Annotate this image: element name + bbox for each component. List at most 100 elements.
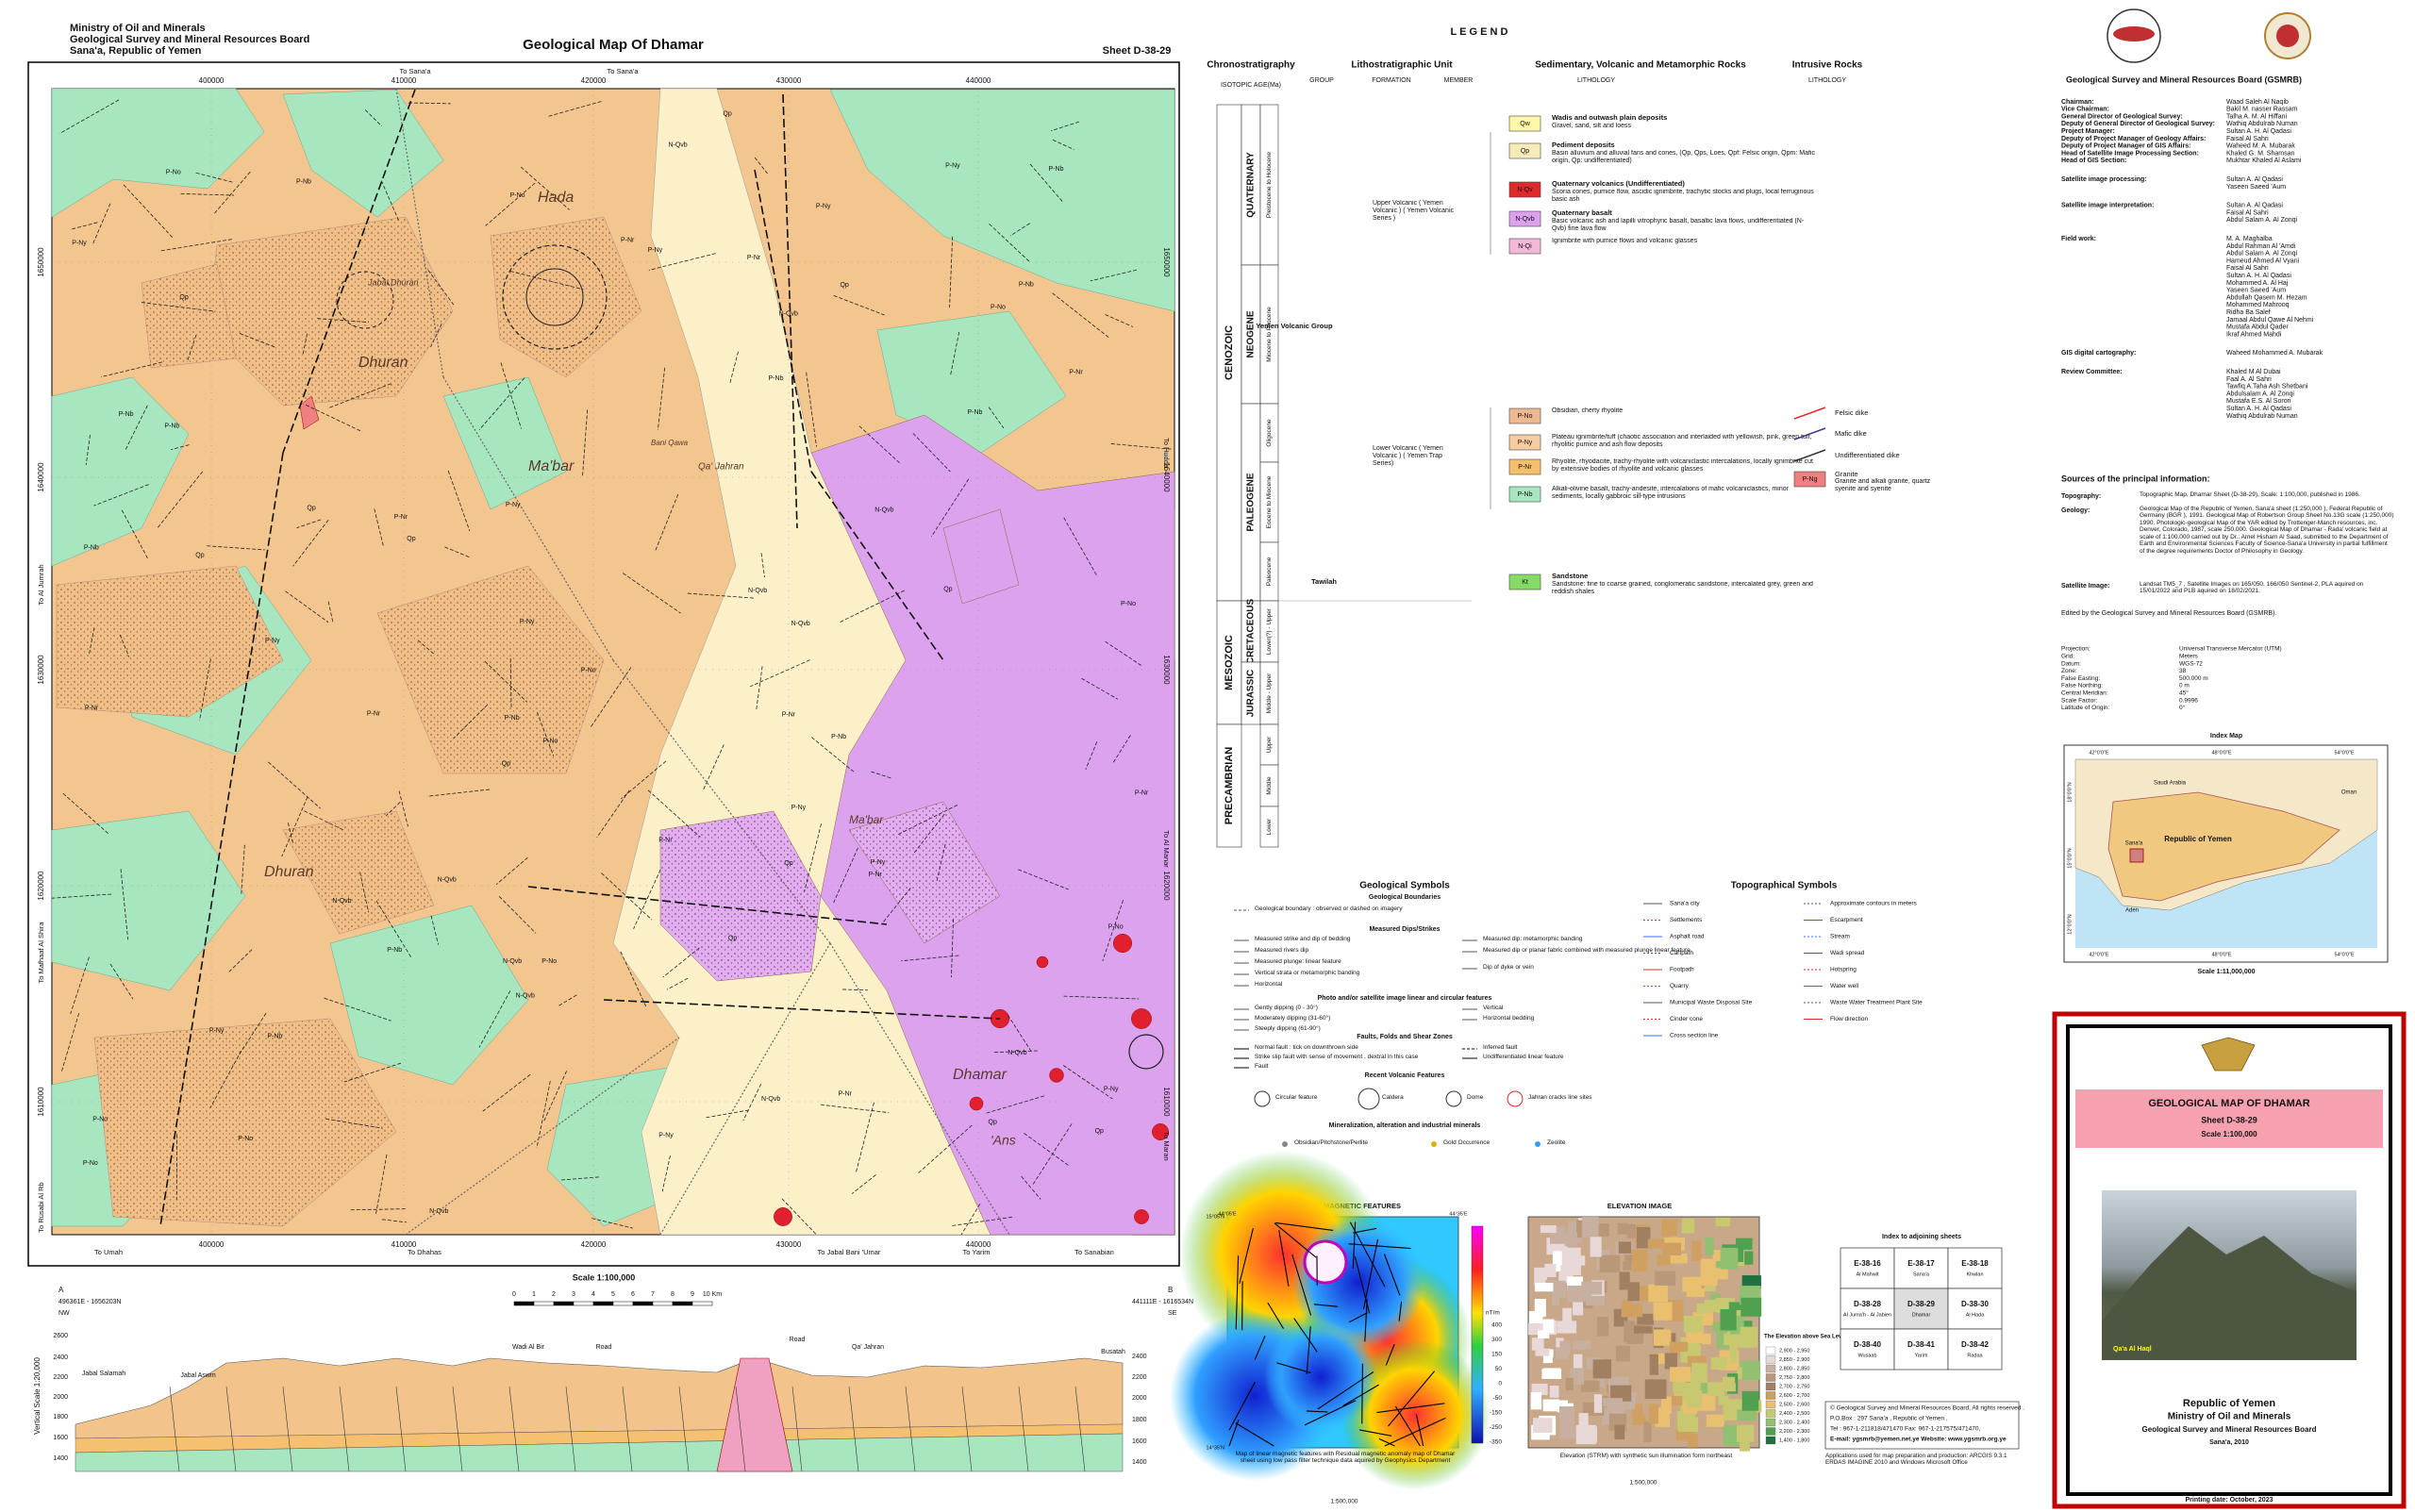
- color-bar-tick: -250: [1490, 1424, 1502, 1431]
- fault-line: [343, 1062, 402, 1083]
- unit-code-label: P-No: [92, 1116, 108, 1122]
- unit-description: Rhyolite, rhyodacite, trachy-rhyolite wi…: [1552, 458, 1813, 473]
- unit-code-label: N-Qvb: [748, 588, 767, 594]
- unit-code: N-Qvb: [1515, 216, 1534, 223]
- margin-label: To Al Manar: [1162, 830, 1171, 868]
- elevation-cell: [1530, 1392, 1542, 1410]
- elevation-class: 1,400 - 1,800: [1779, 1437, 1809, 1443]
- magnetic-lineament: [1317, 1371, 1374, 1410]
- fault-line: [237, 1012, 267, 1057]
- magnetic-lineament: [1348, 1312, 1368, 1323]
- fault-line: [296, 519, 322, 529]
- elevation-cell: [1619, 1271, 1630, 1290]
- elevation-tick: 1800: [1132, 1417, 1147, 1423]
- credit-name: Sultan A. H. Al Qadasi: [2226, 273, 2291, 279]
- unit-code-label: P-Nr: [367, 710, 381, 717]
- unit-code-label: Qp: [989, 1119, 997, 1125]
- pediment-area: [93, 1018, 397, 1227]
- elevation-cell: [1575, 1424, 1596, 1445]
- index-lat: 18°0'0"N: [2067, 782, 2073, 802]
- credit-role: Field work:: [2061, 236, 2096, 242]
- credit-name: Mustafa Abdul Qader: [2226, 324, 2289, 331]
- elevation-cell: [1657, 1353, 1672, 1365]
- fault-line: [820, 1104, 890, 1114]
- era: MESOZOIC: [1224, 635, 1235, 690]
- elevation-cell: [1740, 1326, 1758, 1348]
- symbol-label: Footpath: [1670, 967, 1694, 973]
- scale-tick: 0: [512, 1291, 516, 1298]
- unit-code-label: P-Nr: [747, 255, 761, 261]
- pediment-area: [376, 565, 605, 774]
- fault-line: [1052, 292, 1110, 339]
- elevation-swatch: [1765, 1409, 1776, 1418]
- unit-code-label: P-No: [541, 958, 557, 965]
- panel-caption: Map of linear magnetic features with Res…: [1236, 1451, 1456, 1464]
- place-name: Hada: [538, 190, 574, 206]
- easting-label: 430000: [776, 1240, 802, 1249]
- basalt-area: [829, 89, 1175, 312]
- sheet-name: Radaa: [1967, 1353, 1983, 1358]
- northing-label: 1640000: [37, 462, 45, 492]
- elevation-cell: [1681, 1218, 1695, 1234]
- unit-code-label: P-No: [1108, 924, 1124, 931]
- unit-code-label: P-Nr: [658, 837, 673, 843]
- unit-description: Scoria cones, pumice flow, ascidic ignim…: [1552, 189, 1814, 204]
- fault-line: [186, 334, 197, 362]
- projection-value: 0°: [2179, 704, 2186, 711]
- elevation-cell: [1632, 1404, 1643, 1425]
- elevation-cell: [1691, 1240, 1702, 1261]
- unit-code-label: P-Nb: [296, 178, 311, 185]
- legend-title: L E G E N D: [1451, 26, 1508, 38]
- index-lat: 12°0'0"N: [2067, 914, 2073, 934]
- symbol-label: Strike slip fault with sense of movement…: [1255, 1054, 1418, 1060]
- sheet-code: E-38-17: [1907, 1259, 1935, 1268]
- color-bar-tick: -150: [1490, 1410, 1502, 1417]
- block-title: GEOLOGICAL MAP OF DHAMAR: [2148, 1098, 2309, 1109]
- fault-line: [559, 1176, 599, 1181]
- elevation-cell: [1696, 1304, 1710, 1314]
- symbol-label: Horizontal bedding: [1483, 1015, 1534, 1022]
- elevation-swatch: [1765, 1391, 1776, 1400]
- copyright-line: E-mail: ygsmrb@yemen.net.ye Website: www…: [1830, 1437, 2007, 1443]
- section-coord: 441111E - 1616534N: [1132, 1299, 1193, 1305]
- fault-line: [70, 956, 90, 1014]
- place-name: Ma'bar: [528, 458, 575, 474]
- magnetic-lineament: [1291, 1254, 1312, 1316]
- credits-title: Geological Survey and Mineral Resources …: [2066, 75, 2302, 84]
- unit-code: Qw: [1520, 121, 1530, 127]
- magnetic-lineament: [1384, 1417, 1446, 1447]
- unit-code: Kt: [1522, 579, 1528, 586]
- fault-line: [195, 172, 234, 183]
- symbol-label: Quarry: [1670, 983, 1690, 989]
- easting-label: 410000: [391, 1240, 417, 1249]
- magnetic-lineament: [1378, 1437, 1395, 1447]
- epoch: Lower(?) - Upper: [1266, 607, 1273, 655]
- easting-label: 420000: [581, 1240, 607, 1249]
- symbol-heading: Photo and/or satellite image linear and …: [1318, 995, 1492, 1002]
- fault-line: [851, 1174, 876, 1194]
- unit-code-label: N-Qvb: [668, 141, 687, 148]
- basalt-area: [51, 88, 265, 218]
- unit-description: Gravel, sand, silt and loess: [1552, 123, 1631, 129]
- elevation-class: 2,800 - 2,850: [1779, 1366, 1809, 1371]
- fault-line: [302, 333, 308, 356]
- magnetic-lineament: [1235, 1255, 1240, 1330]
- magnetic-lineament: [1342, 1384, 1379, 1406]
- index-label: Aden: [2125, 908, 2139, 914]
- fault-line: [305, 404, 362, 432]
- northing-label: 1610000: [37, 1087, 45, 1117]
- column-subheading: LITHOLOGY: [1808, 77, 1846, 84]
- unit-code: P-Ng: [1803, 476, 1818, 483]
- unit-swatch: [1508, 142, 1541, 159]
- credit-name: Waad Saleh Al Naqib: [2226, 99, 2289, 106]
- sheet-name: Al Hada: [1966, 1312, 1986, 1318]
- index-title: Index Map: [2210, 733, 2242, 739]
- granite-area: [299, 395, 320, 430]
- sheet-name: Yarim: [1915, 1353, 1928, 1358]
- major-fault: [159, 452, 284, 1227]
- symbol-sample: [1431, 1141, 1437, 1147]
- fault-line: [984, 1095, 1045, 1114]
- symbol-label: Undifferentiated linear feature: [1483, 1054, 1564, 1060]
- elevation-cell: [1610, 1385, 1632, 1402]
- fault-line: [304, 810, 345, 831]
